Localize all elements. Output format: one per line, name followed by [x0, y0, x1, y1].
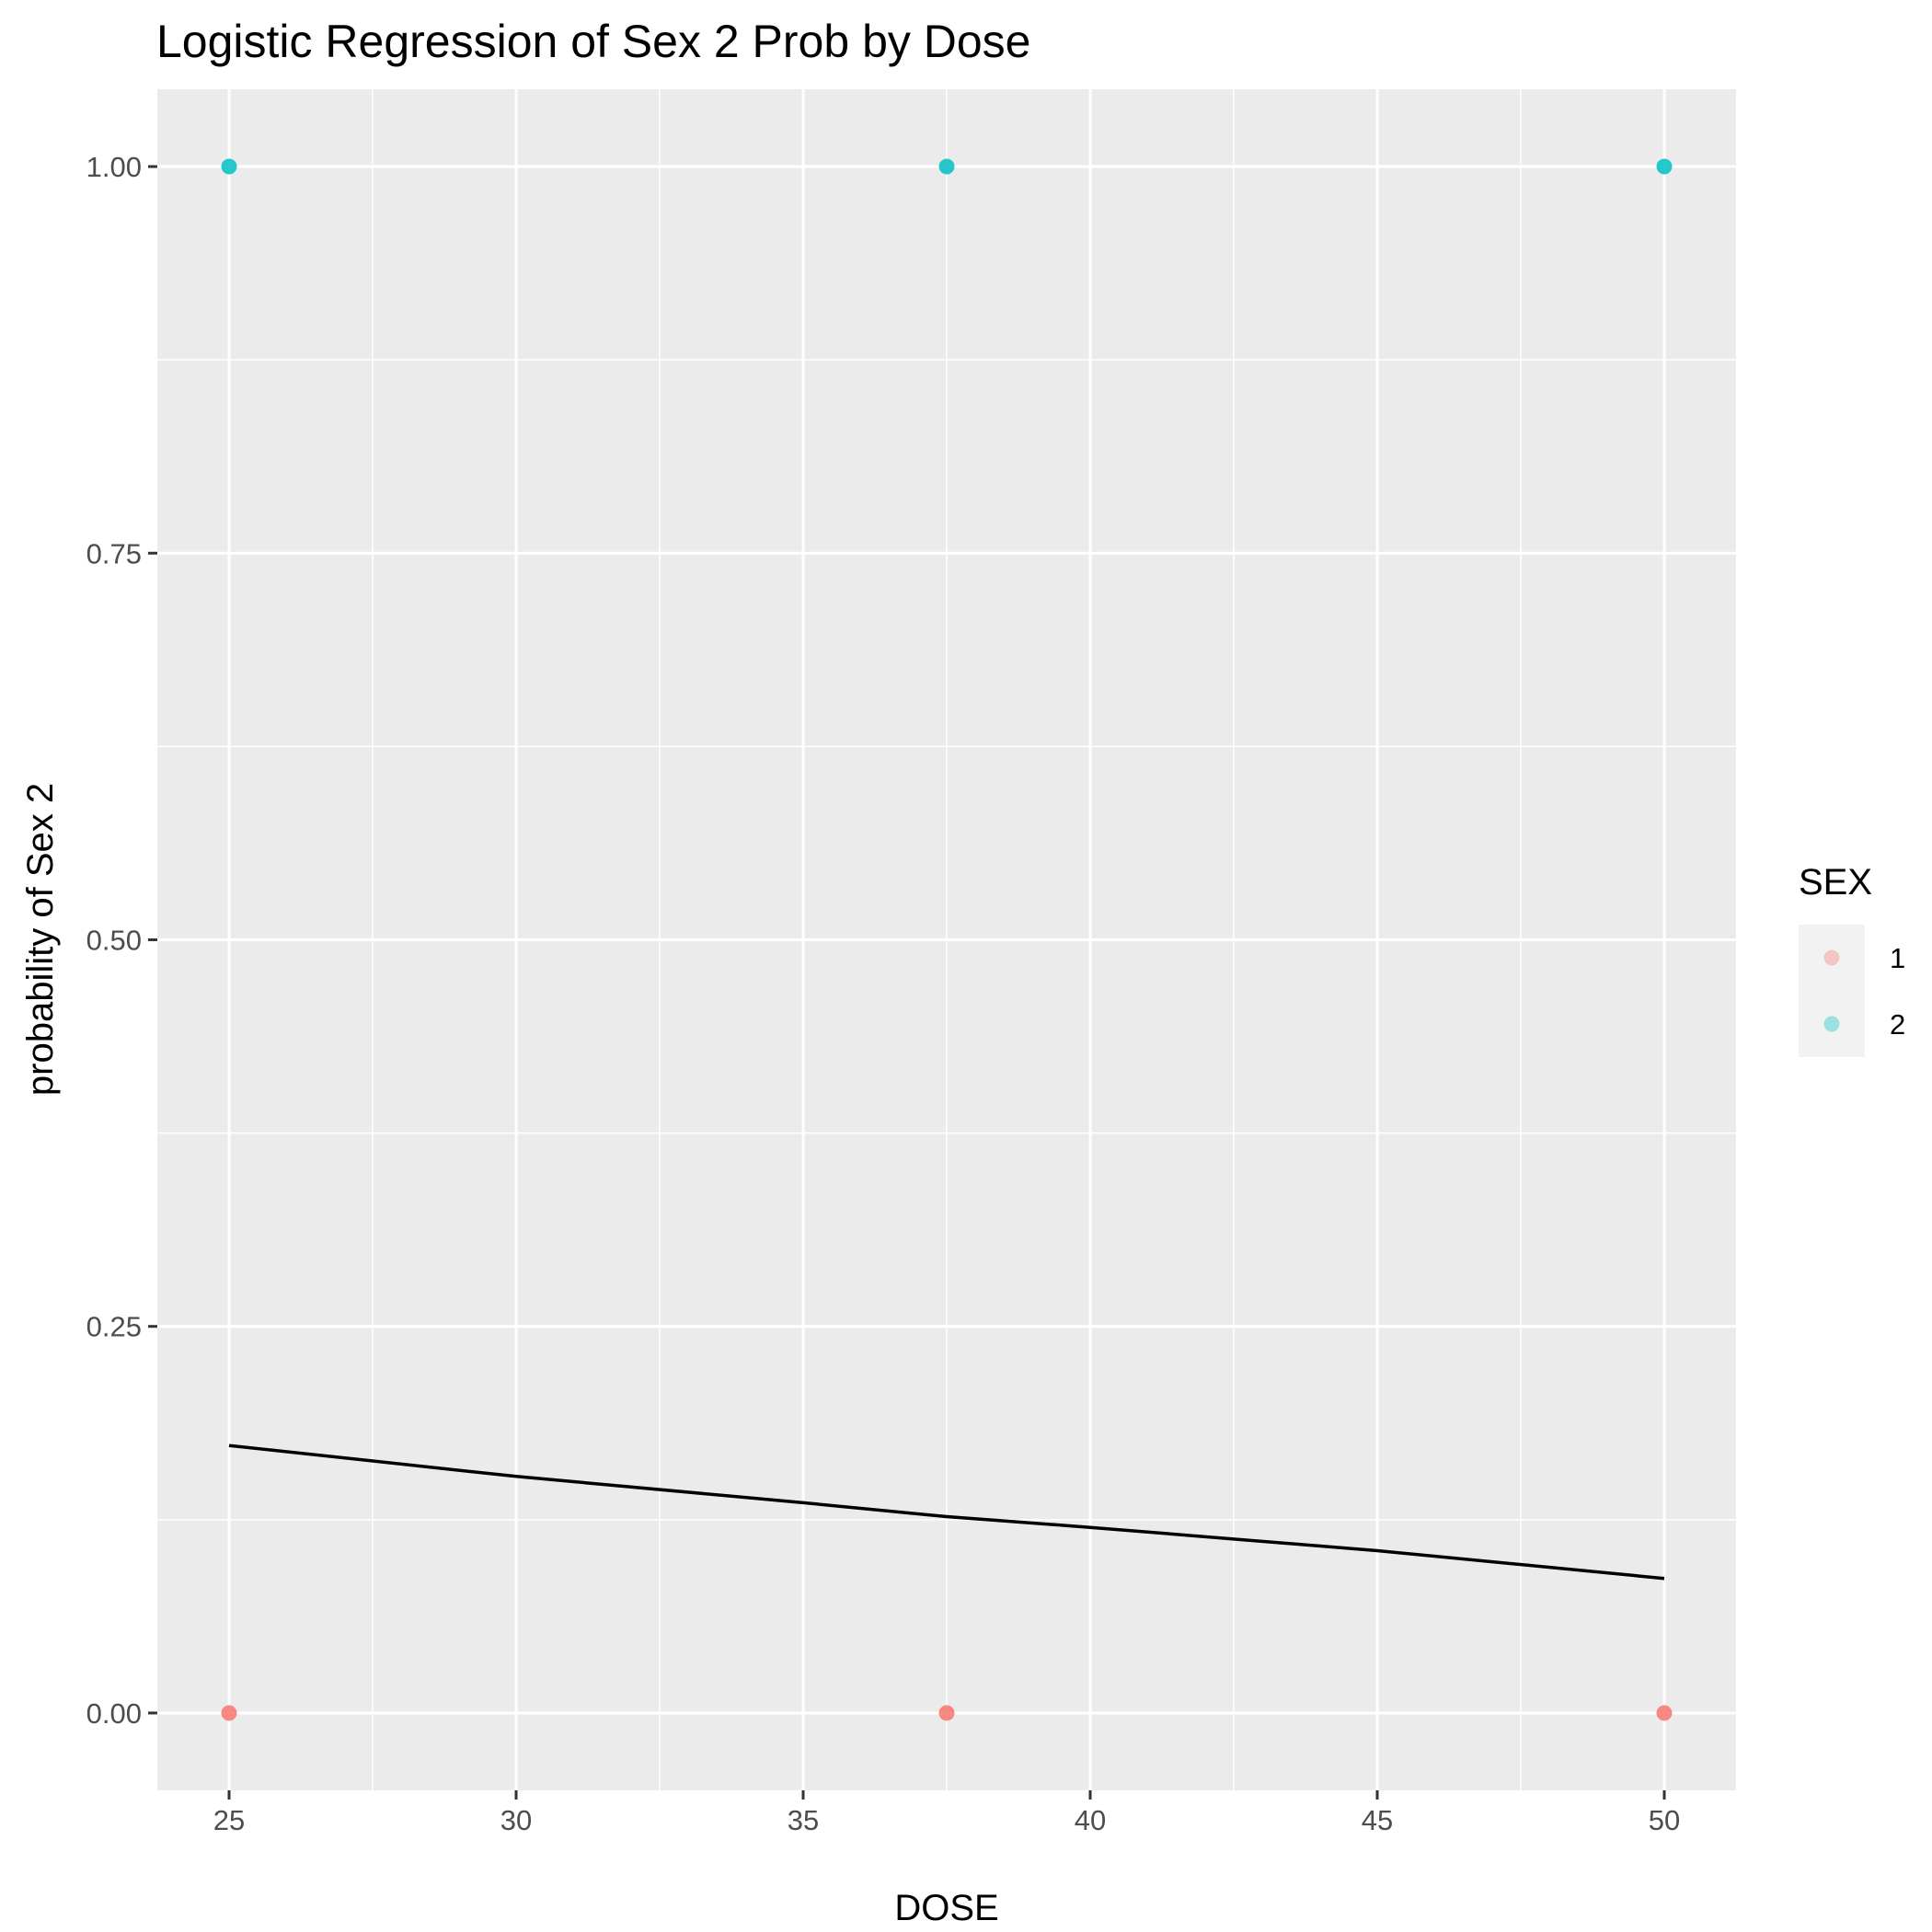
x-tick-label: 25 [213, 1804, 245, 1836]
y-tick-label: 0.50 [86, 925, 142, 957]
x-tick-label: 40 [1075, 1804, 1106, 1836]
chart-title: Logistic Regression of Sex 2 Prob by Dos… [156, 16, 1031, 67]
x-tick-label: 30 [500, 1804, 532, 1836]
legend-label: 2 [1890, 1008, 1905, 1041]
y-tick-label: 0.00 [86, 1697, 142, 1730]
data-points [221, 158, 1673, 1721]
legend-key-sex-2 [1823, 1016, 1840, 1032]
y-axis: 0.00 0.25 0.50 0.75 1.00 [86, 151, 157, 1730]
y-tick-label: 0.75 [86, 537, 142, 569]
data-point-sex-2 [938, 158, 955, 175]
data-point-sex-2 [221, 158, 237, 175]
legend-title: SEX [1799, 862, 1872, 903]
legend-key-sex-1 [1823, 949, 1840, 966]
y-axis-title: probability of Sex 2 [20, 783, 61, 1096]
y-tick-label: 0.25 [86, 1311, 142, 1343]
y-tick-label: 1.00 [86, 151, 142, 183]
x-tick-label: 50 [1649, 1804, 1680, 1836]
x-tick-label: 45 [1362, 1804, 1393, 1836]
grid-lines [157, 89, 1736, 1790]
x-tick-label: 35 [788, 1804, 819, 1836]
data-point-sex-1 [1656, 1705, 1673, 1721]
x-axis-title: DOSE [894, 1888, 998, 1928]
data-point-sex-1 [221, 1705, 237, 1721]
legend-entries: 12 [1799, 925, 1905, 1057]
fit-curve [228, 1443, 1665, 1581]
x-axis: 25 30 35 40 45 50 [213, 1790, 1680, 1836]
legend-key-background [1799, 991, 1865, 1057]
legend-label: 1 [1890, 942, 1905, 974]
data-point-sex-1 [938, 1705, 955, 1721]
fit-curve-layer [228, 1443, 1665, 1581]
legend: SEX 12 [1799, 862, 1905, 1057]
data-point-sex-2 [1656, 158, 1673, 175]
legend-key-background [1799, 925, 1865, 991]
